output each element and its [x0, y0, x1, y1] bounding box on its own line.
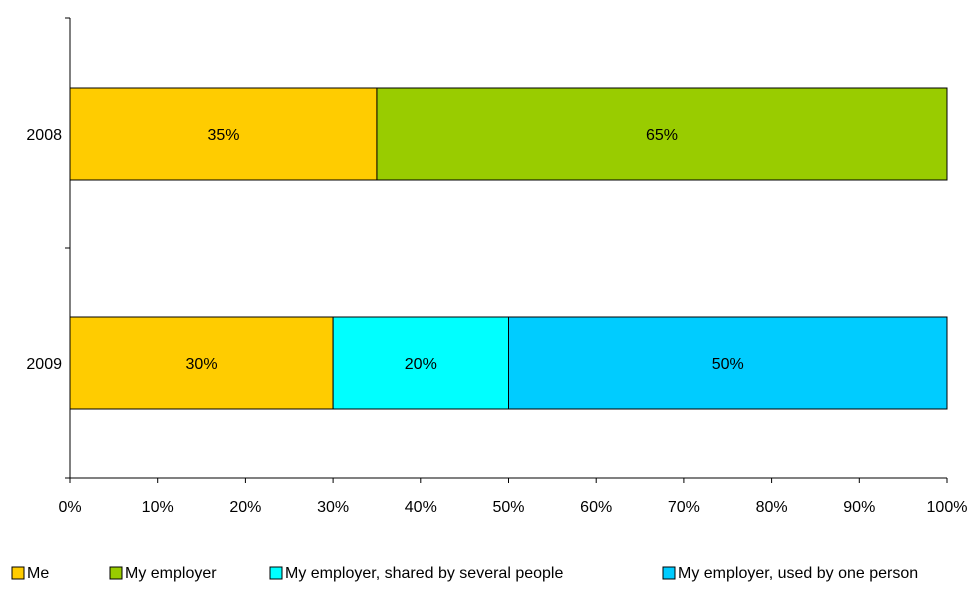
x-tick-label: 90% — [843, 499, 875, 516]
x-tick-label: 0% — [58, 499, 81, 516]
data-label-2009-series-2: 20% — [405, 356, 437, 373]
legend-item-0: Me — [11, 565, 49, 582]
x-tick-label: 10% — [142, 499, 174, 516]
legend-item-2: My employer, shared by several people — [269, 565, 563, 582]
x-tick-label: 20% — [229, 499, 261, 516]
legend: Me My employer My employer, shared by seve… — [11, 565, 918, 582]
data-labels-layer: 35% 65% 30% 20% 50% — [186, 127, 744, 373]
data-label-2008-series-0: 35% — [207, 127, 239, 144]
legend-label-2: My employer, shared by several people — [285, 565, 563, 582]
legend-swatch-3 — [662, 566, 676, 580]
data-label-2009-series-3: 50% — [712, 356, 744, 373]
legend-swatch-1 — [109, 566, 123, 580]
x-tick-label: 70% — [668, 499, 700, 516]
bars-layer — [69, 87, 948, 410]
bar-2009-series-0 — [69, 316, 334, 410]
y-tick-label-2008: 2008 — [26, 127, 62, 144]
axes-layer: 2008 2009 0% 10% 20% 30% 40% 50% 60% 70% 80% 90% 100… — [26, 17, 968, 516]
x-tick-label: 30% — [317, 499, 349, 516]
x-tick-label: 80% — [756, 499, 788, 516]
legend-swatch-0 — [11, 566, 25, 580]
x-tick-label: 40% — [405, 499, 437, 516]
data-label-2008-series-1: 65% — [646, 127, 678, 144]
bar-2008-series-0 — [69, 87, 378, 181]
legend-label-1: My employer — [125, 565, 217, 582]
legend-label-3: My employer, used by one person — [678, 565, 918, 582]
bar-2009-series-3 — [508, 316, 948, 410]
legend-label-0: Me — [27, 565, 49, 582]
x-tick-label: 50% — [492, 499, 524, 516]
bar-2009-series-2 — [332, 316, 509, 410]
x-tick-label: 60% — [580, 499, 612, 516]
y-tick-label-2009: 2009 — [26, 356, 62, 373]
legend-swatch-2 — [269, 566, 283, 580]
x-tick-label: 100% — [927, 499, 968, 516]
legend-item-1: My employer — [109, 565, 217, 582]
data-label-2009-series-0: 30% — [186, 356, 218, 373]
bar-2008-series-1 — [376, 87, 948, 181]
legend-item-3: My employer, used by one person — [662, 565, 918, 582]
